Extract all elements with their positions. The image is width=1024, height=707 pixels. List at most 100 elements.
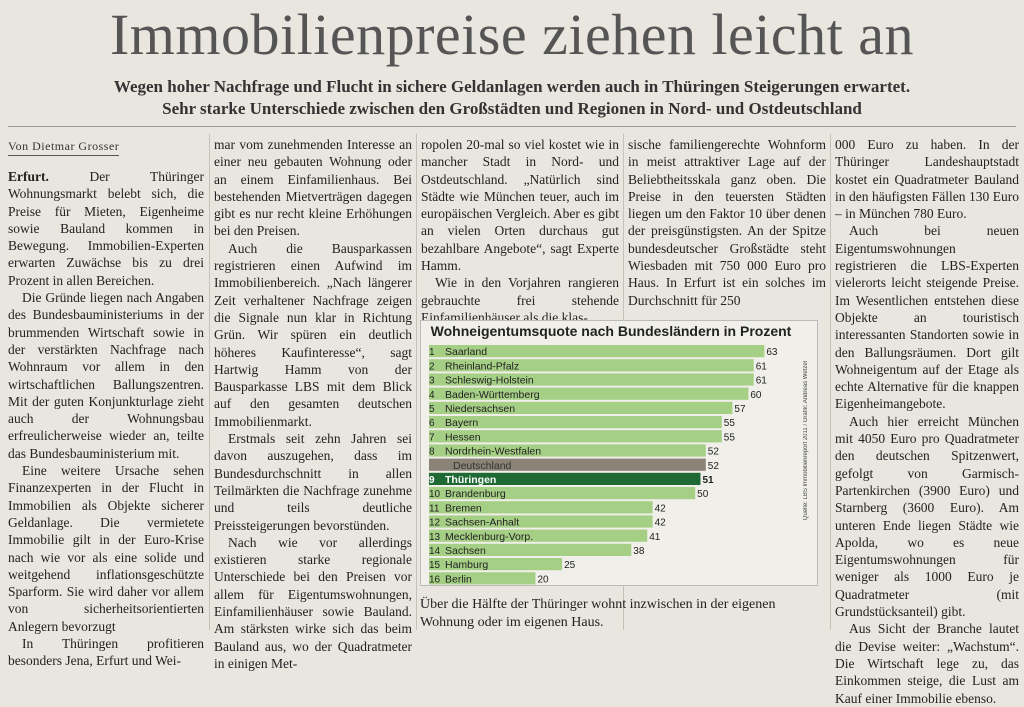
- value-label: 20: [537, 574, 549, 585]
- category-label: Hamburg: [445, 559, 488, 571]
- category-label: Baden-Württemberg: [445, 389, 540, 401]
- category-label: Rheinland-Pfalz: [445, 360, 519, 372]
- bar-bremen: [429, 501, 653, 514]
- bar-brandenburg: [429, 487, 696, 500]
- article-paragraph: Auch die Bausparkassen registrieren eine…: [214, 240, 412, 429]
- column-divider: [209, 134, 210, 630]
- value-label: 61: [756, 361, 768, 372]
- article-paragraph: Auch bei neuen Eigentumswohnungen regist…: [835, 223, 1019, 412]
- bar-deutschland: [429, 458, 706, 471]
- value-label: 55: [724, 432, 736, 443]
- rank-label: 2: [429, 361, 435, 372]
- bar-hamburg: [429, 558, 563, 571]
- chart-credit: Quelle: LBS Immobilienreport 2011 / Graf…: [803, 361, 809, 521]
- rank-label: 1: [429, 347, 435, 358]
- value-label: 25: [564, 560, 576, 571]
- chart-title: Wohneigentumsquote nach Bundesländern in…: [430, 323, 792, 339]
- article-paragraph: Nach wie vor allerdings existieren stark…: [214, 534, 412, 671]
- article-paragraph: 000 Euro zu haben. In der Thüringer Land…: [835, 137, 1019, 222]
- category-label: Berlin: [445, 573, 472, 585]
- article-paragraph: Aus Sicht der Branche lautet die Devise …: [835, 621, 1019, 706]
- category-label: Hessen: [445, 431, 481, 443]
- category-label: Bayern: [445, 417, 478, 429]
- bar-hessen: [429, 430, 722, 443]
- value-label: 63: [766, 347, 778, 358]
- bar-niedersachsen: [429, 401, 733, 414]
- bar-rheinland-pfalz: [429, 359, 754, 372]
- bar-baden-württemberg: [429, 387, 749, 400]
- rank-label: 11: [429, 503, 440, 514]
- rank-label: 15: [429, 560, 441, 571]
- rank-label: 4: [429, 390, 435, 401]
- article-paragraph: mar vom zunehmenden Interesse an einer n…: [214, 137, 412, 239]
- bar-schleswig-holstein: [429, 373, 754, 386]
- value-label: 52: [708, 447, 720, 458]
- value-label: 60: [750, 390, 762, 401]
- bar-thüringen: [429, 472, 701, 485]
- article-paragraph: In Thüringen profitieren besonders Jena,…: [8, 636, 204, 669]
- rank-label: 7: [429, 432, 435, 443]
- column-divider: [830, 134, 831, 630]
- rank-label: 13: [429, 532, 441, 543]
- subheadline: Wegen hoher Nachfrage und Flucht in sich…: [40, 76, 984, 120]
- bar-saarland: [429, 345, 765, 358]
- rank-label: 16: [429, 574, 441, 585]
- article-paragraph: Eine weitere Ursache sehen Finanzexperte…: [8, 463, 204, 634]
- article-column-3: ropolen 20-mal so viel kostet wie in man…: [421, 136, 619, 325]
- rank-label: 8: [429, 447, 435, 458]
- bar-bayern: [429, 416, 722, 429]
- bar-sachsen-anhalt: [429, 515, 653, 528]
- article-paragraph: sische familiengerechte Wohnform in meis…: [628, 137, 826, 308]
- category-label: Bremen: [445, 502, 482, 514]
- category-label: Mecklenburg-Vorp.: [445, 531, 533, 543]
- chart-caption: Über die Hälfte der Thüringer wohnt inzw…: [420, 597, 776, 630]
- category-label: Schleswig-Holstein: [445, 375, 534, 387]
- article-paragraph: Die Gründe liegen nach Angaben des Bunde…: [8, 290, 204, 461]
- article-column-4: sische familiengerechte Wohnform in meis…: [628, 136, 826, 316]
- category-label: Sachsen: [445, 545, 486, 557]
- rank-label: 12: [429, 518, 441, 529]
- category-label: Brandenburg: [445, 488, 506, 500]
- column-divider: [416, 134, 417, 630]
- rank-label: 14: [429, 546, 441, 557]
- value-label: 52: [708, 461, 720, 472]
- subhead-line-1: Wegen hoher Nachfrage und Flucht in sich…: [113, 77, 911, 96]
- value-label: 41: [649, 532, 661, 543]
- article-paragraph: Wie in den Vorjahren rangieren gebraucht…: [421, 275, 619, 325]
- value-label: 55: [724, 418, 736, 429]
- bar-chart: 1 Saarland 632 Rheinland-Pfalz 613 Schleswig-…: [429, 345, 778, 585]
- category-label: Thüringen: [445, 474, 496, 486]
- divider: [8, 126, 1016, 127]
- rank-label: 10: [429, 489, 441, 500]
- rank-label: 5: [429, 404, 435, 415]
- subhead-line-2: Sehr starke Unterschiede zwischen den Gr…: [162, 99, 862, 118]
- rank-label: 3: [429, 376, 435, 387]
- article-column-1: Erfurt. Der Thüringer Wohnungsmarkt bele…: [8, 168, 204, 668]
- rank-label: 9: [429, 475, 435, 486]
- bar-mecklenburg-vorp-: [429, 529, 648, 542]
- category-label: Niedersachsen: [445, 403, 515, 415]
- article-paragraph: Erstmals seit zehn Jahren sei davon ausz…: [214, 431, 412, 533]
- article-column-5: 000 Euro zu haben. In der Thüringer Land…: [835, 136, 1019, 706]
- value-label: 38: [633, 546, 645, 557]
- bar-berlin: [429, 572, 536, 585]
- article-paragraph: Erfurt. Der Thüringer Wohnungsmarkt bele…: [8, 169, 204, 288]
- value-label: 42: [655, 503, 667, 514]
- article-column-2: mar vom zunehmenden Interesse an einer n…: [214, 136, 412, 671]
- headline: Immobilienpreise ziehen leicht an: [109, 2, 915, 67]
- article-paragraph: ropolen 20-mal so viel kostet wie in man…: [421, 137, 619, 274]
- value-label: 61: [756, 376, 768, 387]
- category-label: Sachsen-Anhalt: [445, 517, 519, 529]
- category-label: Deutschland: [453, 460, 512, 472]
- value-label: 57: [734, 404, 746, 415]
- bar-nordrhein-westfalen: [429, 444, 706, 457]
- value-label: 51: [702, 475, 714, 486]
- article-paragraph: Auch hier erreicht München mit 4050 Euro…: [835, 413, 1019, 620]
- rank-label: 6: [429, 418, 435, 429]
- value-label: 42: [655, 518, 667, 529]
- byline: Von Dietmar Grosser: [8, 139, 120, 156]
- category-label: Saarland: [445, 346, 487, 358]
- category-label: Nordrhein-Westfalen: [445, 446, 541, 458]
- value-label: 50: [697, 489, 709, 500]
- chart-box: Wohneigentumsquote nach Bundesländern in…: [420, 320, 818, 586]
